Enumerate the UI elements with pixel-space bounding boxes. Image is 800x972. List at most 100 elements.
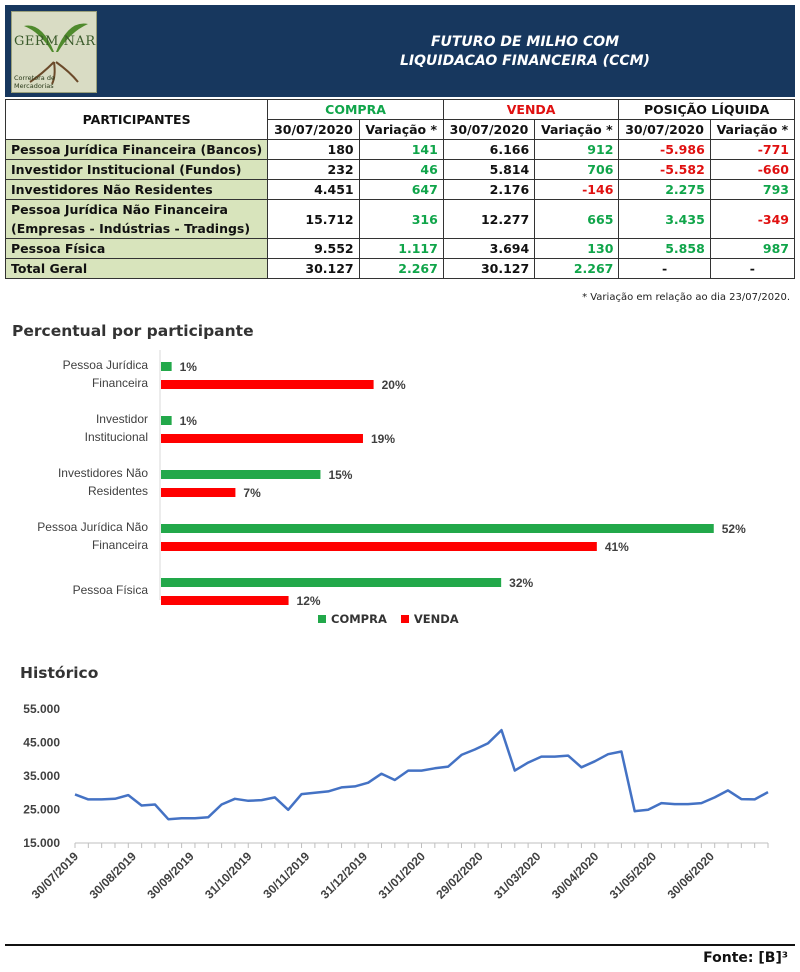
report-header: GERM NAR Corretora de Mercadorias FUTURO… xyxy=(5,5,795,97)
cell-venda: 12.277 xyxy=(442,199,536,239)
legend-swatch xyxy=(400,615,409,623)
col-participantes: PARTICIPANTES xyxy=(4,99,269,140)
cell-compra-var: 647 xyxy=(358,179,444,200)
table-row: Pessoa Jurídica Financeira (Bancos) 180 … xyxy=(4,139,796,160)
sub-var: Variação * xyxy=(358,119,444,140)
category-label: Financeira xyxy=(92,538,148,552)
cell-compra-var: 2.267 xyxy=(358,258,444,279)
cell-posicao: -5.986 xyxy=(618,139,711,160)
cell-posicao: 2.275 xyxy=(618,179,711,200)
category-label: Residentes xyxy=(88,484,148,498)
group-venda: VENDA xyxy=(442,99,620,120)
cell-compra: 15.712 xyxy=(267,199,360,239)
cell-venda-var: 2.267 xyxy=(534,258,620,279)
cell-venda-var: 665 xyxy=(534,199,620,239)
line-chart-title: Histórico xyxy=(20,664,99,682)
table-row: Investidores Não Residentes 4.451 647 2.… xyxy=(4,179,796,200)
category-label: Institucional xyxy=(85,430,148,444)
table-row: Pessoa Jurídica Não Financeira (Empresas… xyxy=(4,199,796,239)
y-tick-label: 25.000 xyxy=(23,803,60,817)
category-label: Pessoa Jurídica xyxy=(63,358,149,372)
legend-item-venda: VENDA xyxy=(400,612,459,626)
cell-posicao-var: 987 xyxy=(709,238,796,259)
row-label-line-2: (Empresas - Indústrias - Tradings) xyxy=(11,221,251,236)
bar-chart-legend: COMPRA VENDA xyxy=(318,612,459,626)
x-tick-label: 30/06/2020 xyxy=(665,849,718,902)
cell-posicao-var: 793 xyxy=(709,179,796,200)
bar-compra xyxy=(161,524,714,533)
data-label: 52% xyxy=(722,522,746,536)
cell-compra: 232 xyxy=(267,159,360,180)
sub-date: 30/07/2020 xyxy=(267,119,360,140)
bar-compra xyxy=(161,362,172,371)
x-tick-label: 30/11/2019 xyxy=(260,849,312,901)
table-row: Investidor Institucional (Fundos) 232 46… xyxy=(4,159,796,180)
x-tick-label: 29/02/2020 xyxy=(433,849,486,902)
x-tick-label: 31/12/2019 xyxy=(318,849,371,902)
data-label: 1% xyxy=(180,360,198,374)
cell-posicao: 5.858 xyxy=(618,238,711,259)
series-line xyxy=(74,728,769,821)
cell-compra: 180 xyxy=(267,139,360,160)
cell-compra: 4.451 xyxy=(267,179,360,200)
x-tick-label: 30/07/2019 xyxy=(29,849,82,902)
sub-date: 30/07/2020 xyxy=(442,119,536,140)
bar-compra xyxy=(161,470,321,479)
y-tick-label: 45.000 xyxy=(23,736,60,750)
category-label: Investidor xyxy=(96,412,148,426)
logo-text: GERM NAR xyxy=(14,34,96,49)
cell-compra-var: 316 xyxy=(358,199,444,239)
logo-subtitle: Corretora de Mercadorias xyxy=(14,74,55,90)
table-row: Pessoa Física 9.552 1.117 3.694 130 5.85… xyxy=(4,238,796,259)
bar-venda xyxy=(161,380,374,389)
page-title: FUTURO DE MILHO COM LIQUIDACAO FINANCEIR… xyxy=(305,33,745,71)
y-tick-label: 35.000 xyxy=(23,769,60,783)
y-tick-label: 55.000 xyxy=(23,702,60,716)
x-tick-label: 31/03/2020 xyxy=(491,849,544,902)
cell-compra-var: 46 xyxy=(358,159,444,180)
cell-venda-var: -146 xyxy=(534,179,620,200)
x-tick-label: 31/01/2020 xyxy=(376,849,429,902)
cell-compra-var: 141 xyxy=(358,139,444,160)
cell-venda: 3.694 xyxy=(442,238,536,259)
row-label: Pessoa Jurídica Financeira (Bancos) xyxy=(4,139,269,160)
bar-venda xyxy=(161,542,597,551)
cell-compra: 9.552 xyxy=(267,238,360,259)
category-label: Pessoa Física xyxy=(73,583,149,597)
table-row-total: Total Geral 30.127 2.267 30.127 2.267 - … xyxy=(4,258,796,279)
line-chart: 15.000 25.000 35.000 45.000 55.000 30/07/2019… xyxy=(23,702,769,902)
x-tick-label: 31/10/2019 xyxy=(202,849,255,902)
bar-compra xyxy=(161,578,502,587)
cell-posicao: - xyxy=(618,258,711,279)
cell-venda: 2.176 xyxy=(442,179,536,200)
cell-compra: 30.127 xyxy=(267,258,360,279)
category-label: Financeira xyxy=(92,376,148,390)
source-note: Fonte: [B]³ xyxy=(703,950,788,966)
x-tick-label: 31/05/2020 xyxy=(607,849,660,902)
data-label: 20% xyxy=(382,378,406,392)
cell-venda-var: 912 xyxy=(534,139,620,160)
participants-table: PARTICIPANTES COMPRA VENDA POSIÇÃO LÍQUI… xyxy=(4,99,796,279)
cell-posicao-var: -771 xyxy=(709,139,796,160)
y-tick-label: 15.000 xyxy=(23,836,60,850)
x-tick-label: 30/09/2019 xyxy=(144,849,197,902)
bar-compra xyxy=(161,416,172,425)
cell-posicao-var: - xyxy=(709,258,796,279)
legend-swatch xyxy=(318,615,326,623)
sub-var: Variação * xyxy=(534,119,620,140)
cell-venda: 5.814 xyxy=(442,159,536,180)
cell-venda: 30.127 xyxy=(442,258,536,279)
row-label-line-1: Pessoa Jurídica Não Financeira xyxy=(11,202,228,217)
data-label: 15% xyxy=(328,468,352,482)
cell-compra-var: 1.117 xyxy=(358,238,444,259)
x-tick-label: 30/08/2019 xyxy=(87,849,140,902)
cell-venda: 6.166 xyxy=(442,139,536,160)
sub-var: Variação * xyxy=(709,119,796,140)
cell-posicao-var: -349 xyxy=(709,199,796,239)
row-label: Total Geral xyxy=(4,258,269,279)
data-label: 1% xyxy=(180,414,198,428)
row-label: Pessoa Jurídica Não Financeira (Empresas… xyxy=(4,199,269,239)
data-label: 12% xyxy=(297,594,321,607)
bar-venda xyxy=(161,434,363,443)
legend-label: COMPRA xyxy=(331,612,387,626)
